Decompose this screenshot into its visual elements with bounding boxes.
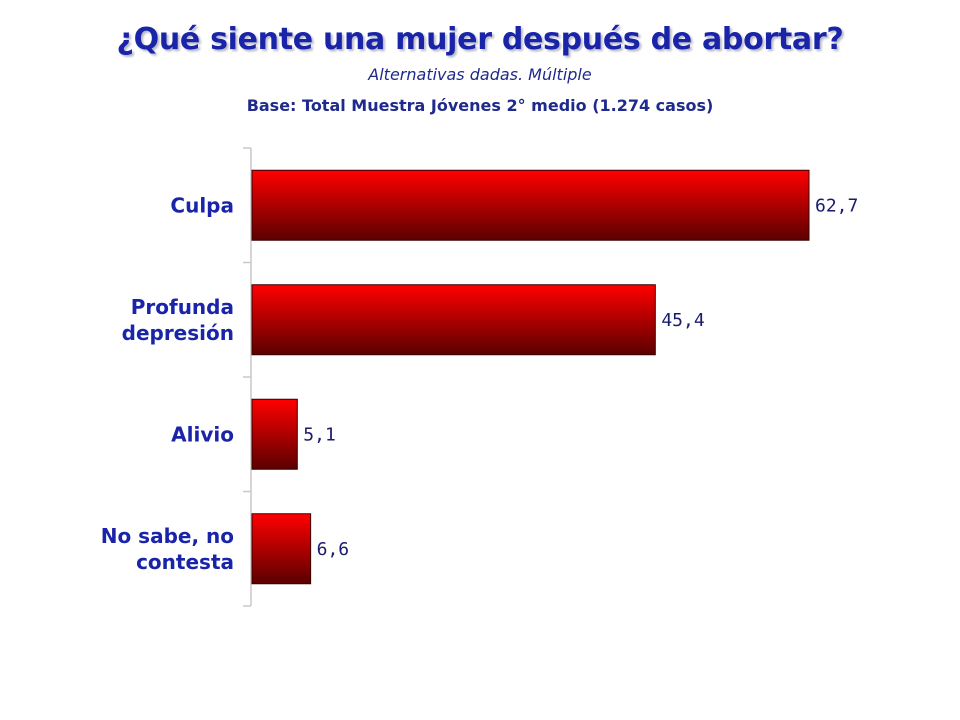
category-label-line: Alivio bbox=[171, 422, 234, 446]
category-label: Profunda depresión bbox=[122, 295, 234, 345]
bar bbox=[251, 284, 656, 356]
data-label: 6,6 bbox=[317, 539, 350, 560]
bar bbox=[251, 513, 312, 585]
category-label-line: Culpa bbox=[170, 193, 234, 217]
category-label-line: contesta bbox=[136, 550, 234, 574]
bar bbox=[251, 398, 298, 470]
category-label-line: Profunda bbox=[131, 295, 234, 319]
label-layer: 62,7 Culpa 45,4 Profunda depresión 5,1 Alivio 6… bbox=[101, 193, 859, 574]
chart-subtitle: Alternativas dadas. Múltiple bbox=[368, 65, 592, 84]
bar-layer bbox=[251, 169, 810, 585]
category-label: Culpa bbox=[170, 193, 234, 217]
category-label-line: depresión bbox=[122, 321, 234, 345]
category-label-line: No sabe, no bbox=[101, 524, 234, 548]
category-label: No sabe, no contesta bbox=[101, 524, 234, 574]
category-label: Alivio bbox=[171, 422, 234, 446]
chart-base-note: Base: Total Muestra Jóvenes 2° medio (1.… bbox=[246, 96, 714, 115]
data-label: 62,7 bbox=[815, 195, 858, 216]
chart-title: ¿Qué siente una mujer después de abortar… bbox=[116, 22, 844, 57]
bar bbox=[251, 169, 810, 241]
axis-layer bbox=[243, 147, 252, 607]
data-label: 45,4 bbox=[661, 310, 704, 331]
data-label: 5,1 bbox=[303, 424, 336, 445]
